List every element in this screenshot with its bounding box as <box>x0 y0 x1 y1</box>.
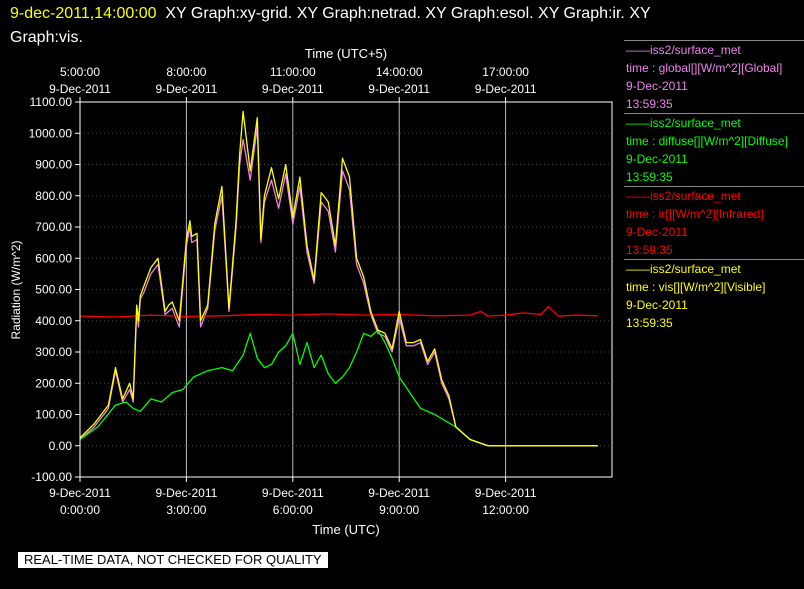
legend-date-diffuse: 9-Dec-2011 <box>626 152 688 166</box>
top-tick-time: 17:00:00 <box>482 65 529 79</box>
x-axis-title: Time (UTC) <box>312 522 379 537</box>
header-title-bar: 9-dec-2011,14:00:00 XY Graph:xy-grid. XY… <box>10 2 800 50</box>
legend-field-global: time : global[][W/m^2][Global] <box>626 61 783 75</box>
y-axis-title: Radiation (W/m^2) <box>9 241 23 340</box>
series-lines <box>79 110 598 447</box>
legend-field-ir: time : ir[][W/m^2][Infrared] <box>626 207 764 221</box>
top-tick-time: 5:00:00 <box>60 65 100 79</box>
legend-source-global: ——iss2/surface_met <box>626 43 741 57</box>
legend-source-diffuse: ——iss2/surface_met <box>626 116 741 130</box>
x-tick-date: 9-Dec-2011 <box>262 486 324 500</box>
legend-date-global: 9-Dec-2011 <box>626 79 688 93</box>
x-tick-time: 3:00:00 <box>166 503 206 517</box>
grid-lines <box>80 102 612 477</box>
plot-frame <box>79 101 613 478</box>
top-tick-date: 9-Dec-2011 <box>262 82 324 96</box>
legend-entry-vis: ——iss2/surface_met time : vis[][W/m^2][V… <box>624 259 804 332</box>
series-line-vis <box>79 110 598 447</box>
top-tick-date: 9-Dec-2011 <box>368 82 430 96</box>
y-tick-label: 400.00 <box>35 314 72 328</box>
top-tick-time: 8:00:00 <box>166 65 206 79</box>
x-tick-date: 9-Dec-2011 <box>49 486 111 500</box>
legend-field-diffuse: time : diffuse[][W/m^2][Diffuse] <box>626 134 788 148</box>
x-tick-date: 9-Dec-2011 <box>475 486 537 500</box>
y-tick-label: 500.00 <box>35 283 72 297</box>
legend-entry-global: ——iss2/surface_met time : global[][W/m^2… <box>624 40 804 113</box>
y-tick-label: 1100.00 <box>30 95 73 109</box>
quality-warning-banner: REAL-TIME DATA, NOT CHECKED FOR QUALITY <box>18 552 328 568</box>
top-tick-time: 11:00:00 <box>270 65 316 79</box>
y-tick-label: 1000.00 <box>29 126 73 140</box>
legend-time-ir: 13:59:35 <box>626 243 673 257</box>
top-tick-date: 9-Dec-2011 <box>49 82 111 96</box>
legend-time-diffuse: 13:59:35 <box>626 170 673 184</box>
axis-ticks: 9-Dec-2011 0:00:00 9-Dec-2011 3:00:00 9-Dec-… <box>29 65 537 517</box>
legend-entry-diffuse: ——iss2/surface_met time : diffuse[][W/m^… <box>624 113 804 186</box>
top-tick-time: 14:00:00 <box>376 65 423 79</box>
y-tick-label: 0.00 <box>49 439 73 453</box>
top-axis-title: Time (UTC+5) <box>305 46 387 61</box>
legend: ——iss2/surface_met time : global[][W/m^2… <box>624 40 804 332</box>
series-line-ir <box>79 306 598 318</box>
header-graph-list: XY Graph:xy-grid. XY Graph:netrad. XY Gr… <box>165 5 651 22</box>
series-line-diffuse <box>79 329 598 447</box>
legend-time-global: 13:59:35 <box>626 97 673 111</box>
y-tick-label: 900.00 <box>35 158 72 172</box>
y-tick-label: 100.00 <box>35 408 72 422</box>
x-tick-date: 9-Dec-2011 <box>155 486 217 500</box>
legend-time-vis: 13:59:35 <box>626 316 673 330</box>
header-timestamp: 9-dec-2011,14:00:00 <box>10 5 157 22</box>
y-tick-label: 800.00 <box>35 189 72 203</box>
legend-date-ir: 9-Dec-2011 <box>626 225 688 239</box>
series-line-global <box>79 126 598 447</box>
y-tick-label: 700.00 <box>35 220 72 234</box>
x-tick-date: 9-Dec-2011 <box>368 486 430 500</box>
x-tick-time: 6:00:00 <box>273 503 313 517</box>
y-tick-label: 300.00 <box>35 345 72 359</box>
legend-date-vis: 9-Dec-2011 <box>626 298 688 312</box>
y-tick-label: 200.00 <box>35 376 72 390</box>
y-tick-label: -100.00 <box>31 470 72 484</box>
x-tick-time: 0:00:00 <box>60 503 100 517</box>
legend-field-vis: time : vis[][W/m^2][Visible] <box>626 280 766 294</box>
legend-entry-ir: ——iss2/surface_met time : ir[][W/m^2][In… <box>624 186 804 259</box>
legend-source-ir: ——iss2/surface_met <box>626 189 741 203</box>
legend-source-vis: ——iss2/surface_met <box>626 262 741 276</box>
header-graph-list-continued: Graph:vis. <box>10 29 83 46</box>
x-tick-time: 12:00:00 <box>482 503 529 517</box>
y-tick-label: 600.00 <box>35 251 72 265</box>
x-tick-time: 9:00:00 <box>379 503 419 517</box>
top-tick-date: 9-Dec-2011 <box>475 82 537 96</box>
top-tick-date: 9-Dec-2011 <box>155 82 217 96</box>
